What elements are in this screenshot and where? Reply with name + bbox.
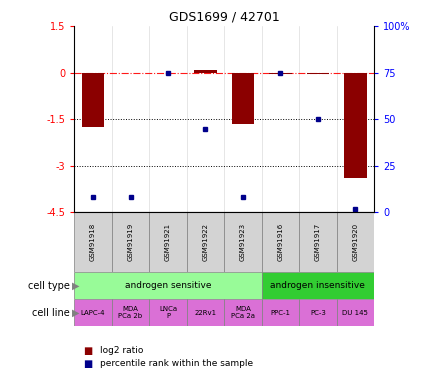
Bar: [112, 212, 149, 272]
Title: GDS1699 / 42701: GDS1699 / 42701: [169, 11, 280, 24]
Text: GSM91921: GSM91921: [165, 223, 171, 261]
Bar: [306, 73, 329, 74]
Text: ■: ■: [83, 346, 92, 355]
Text: androgen insensitive: androgen insensitive: [270, 281, 365, 290]
Bar: [187, 299, 224, 326]
Bar: [149, 212, 187, 272]
Text: DU 145: DU 145: [342, 310, 368, 316]
Text: ▶: ▶: [72, 281, 80, 291]
Bar: [74, 299, 112, 326]
Bar: [224, 212, 262, 272]
Text: log2 ratio: log2 ratio: [100, 346, 143, 355]
Bar: [112, 299, 149, 326]
Text: cell type: cell type: [28, 281, 70, 291]
Bar: [262, 299, 299, 326]
Bar: [337, 212, 374, 272]
Bar: [74, 212, 112, 272]
Bar: [224, 299, 262, 326]
Bar: [337, 299, 374, 326]
Bar: [344, 73, 366, 178]
Text: androgen sensitive: androgen sensitive: [125, 281, 211, 290]
Text: GSM91917: GSM91917: [315, 223, 321, 261]
Text: GSM91919: GSM91919: [128, 223, 133, 261]
Text: GSM91916: GSM91916: [278, 223, 283, 261]
Text: LNCa
P: LNCa P: [159, 306, 177, 319]
Bar: [262, 212, 299, 272]
Bar: [187, 212, 224, 272]
Text: 22Rv1: 22Rv1: [194, 310, 216, 316]
Bar: [299, 212, 337, 272]
Bar: [82, 73, 105, 127]
Text: GSM91920: GSM91920: [352, 223, 358, 261]
Text: MDA
PCa 2a: MDA PCa 2a: [231, 306, 255, 319]
Text: ■: ■: [83, 359, 92, 369]
Bar: [194, 70, 217, 73]
Text: LAPC-4: LAPC-4: [81, 310, 105, 316]
Text: GSM91918: GSM91918: [90, 223, 96, 261]
Text: PC-3: PC-3: [310, 310, 326, 316]
Bar: [149, 299, 187, 326]
Text: cell line: cell line: [32, 308, 70, 318]
Bar: [299, 299, 337, 326]
Text: GSM91923: GSM91923: [240, 223, 246, 261]
Text: GSM91922: GSM91922: [202, 223, 208, 261]
Bar: [269, 73, 292, 74]
Text: PPC-1: PPC-1: [270, 310, 290, 316]
Bar: [262, 272, 374, 299]
Bar: [74, 272, 262, 299]
Bar: [232, 73, 254, 124]
Text: percentile rank within the sample: percentile rank within the sample: [100, 359, 253, 368]
Text: MDA
PCa 2b: MDA PCa 2b: [119, 306, 143, 319]
Text: ▶: ▶: [72, 308, 80, 318]
